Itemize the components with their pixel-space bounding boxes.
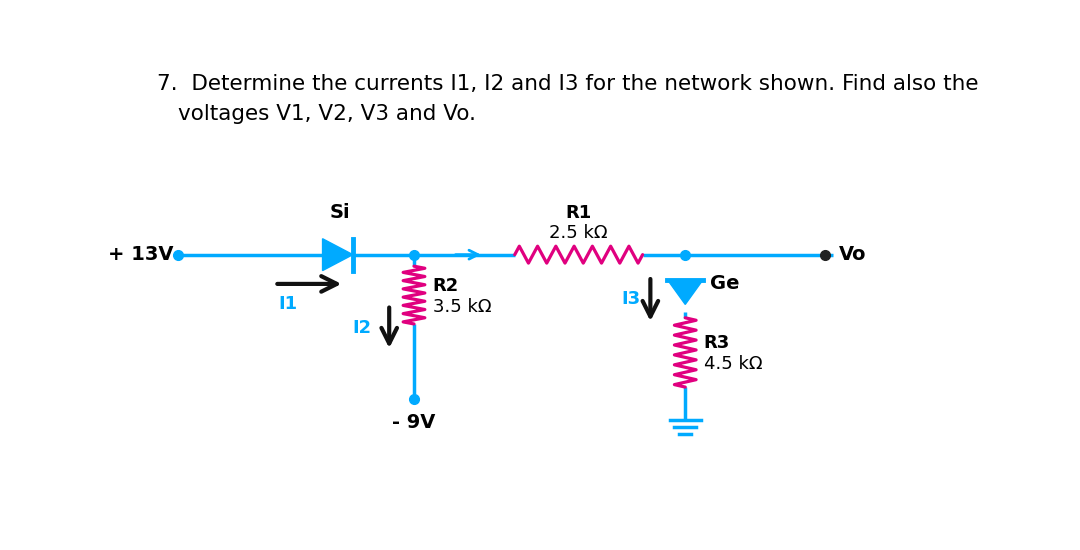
Text: R2: R2 [433,277,459,295]
Text: R1: R1 [566,204,592,222]
Text: Si: Si [330,204,351,222]
Text: R3: R3 [704,334,730,352]
Text: + 13V: + 13V [108,245,174,264]
Text: 4.5 kΩ: 4.5 kΩ [704,355,762,373]
Text: 2.5 kΩ: 2.5 kΩ [550,224,608,243]
Text: Vo: Vo [839,245,866,264]
Text: I2: I2 [352,319,372,337]
Text: voltages V1, V2, V3 and Vo.: voltages V1, V2, V3 and Vo. [177,104,475,124]
Text: Ge: Ge [710,274,740,293]
Text: 7.  Determine the currents I1, I2 and I3 for the network shown. Find also the: 7. Determine the currents I1, I2 and I3 … [157,74,978,94]
Text: I3: I3 [621,290,640,309]
Text: I1: I1 [279,295,297,313]
Polygon shape [667,279,703,305]
Polygon shape [323,239,353,271]
Text: 3.5 kΩ: 3.5 kΩ [433,298,491,316]
Text: - 9V: - 9V [392,412,435,432]
